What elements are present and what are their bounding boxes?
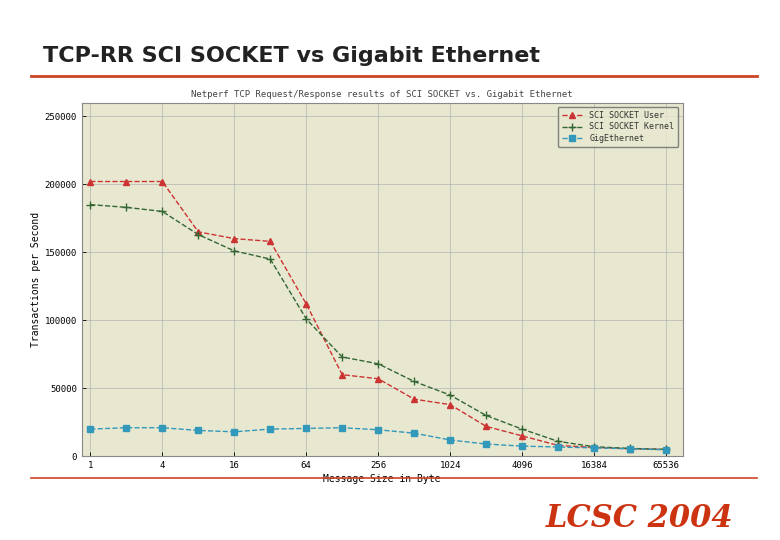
SCI SOCKET User <box>445 401 455 408</box>
SCI SOCKET Kernel <box>229 248 239 254</box>
Line: SCI SOCKET User: SCI SOCKET User <box>87 179 668 453</box>
SCI SOCKET User <box>590 444 599 451</box>
SCI SOCKET User <box>481 423 491 430</box>
GigEthernet <box>338 424 347 431</box>
SCI SOCKET User <box>554 442 563 449</box>
Line: GigEthernet: GigEthernet <box>87 425 668 453</box>
SCI SOCKET User <box>158 178 167 185</box>
SCI SOCKET Kernel <box>410 378 419 384</box>
GigEthernet <box>122 424 131 431</box>
X-axis label: Message Size in Byte: Message Size in Byte <box>324 474 441 484</box>
GigEthernet <box>481 441 491 447</box>
SCI SOCKET User <box>265 238 275 245</box>
SCI SOCKET Kernel <box>481 412 491 418</box>
SCI SOCKET Kernel <box>86 201 95 208</box>
SCI SOCKET Kernel <box>445 392 455 399</box>
SCI SOCKET Kernel <box>554 438 563 444</box>
SCI SOCKET User <box>302 301 311 307</box>
SCI SOCKET Kernel <box>122 204 131 211</box>
SCI SOCKET User <box>229 235 239 242</box>
SCI SOCKET User <box>661 446 671 453</box>
SCI SOCKET Kernel <box>265 256 275 262</box>
SCI SOCKET Kernel <box>158 208 167 215</box>
SCI SOCKET Kernel <box>193 231 203 238</box>
GigEthernet <box>229 429 239 435</box>
GigEthernet <box>302 425 311 431</box>
SCI SOCKET Kernel <box>661 446 671 453</box>
Legend: SCI SOCKET User, SCI SOCKET Kernel, GigEthernet: SCI SOCKET User, SCI SOCKET Kernel, GigE… <box>558 107 679 147</box>
GigEthernet <box>445 437 455 443</box>
Y-axis label: Transactions per Second: Transactions per Second <box>30 212 41 347</box>
Text: TCP-RR SCI SOCKET vs Gigabit Ethernet: TCP-RR SCI SOCKET vs Gigabit Ethernet <box>43 46 540 66</box>
Text: LCSC 2004: LCSC 2004 <box>546 503 733 535</box>
SCI SOCKET User <box>338 372 347 378</box>
SCI SOCKET User <box>193 228 203 235</box>
Title: Netperf TCP Request/Response results of SCI SOCKET vs. Gigabit Ethernet: Netperf TCP Request/Response results of … <box>191 90 573 99</box>
SCI SOCKET User <box>626 446 635 452</box>
GigEthernet <box>86 426 95 433</box>
SCI SOCKET Kernel <box>590 443 599 450</box>
SCI SOCKET User <box>517 433 526 439</box>
SCI SOCKET Kernel <box>338 354 347 360</box>
SCI SOCKET User <box>410 396 419 402</box>
SCI SOCKET Kernel <box>374 361 383 367</box>
GigEthernet <box>517 443 526 449</box>
SCI SOCKET Kernel <box>626 445 635 451</box>
SCI SOCKET User <box>122 178 131 185</box>
GigEthernet <box>158 424 167 431</box>
GigEthernet <box>626 446 635 452</box>
SCI SOCKET Kernel <box>302 316 311 322</box>
SCI SOCKET User <box>86 178 95 185</box>
GigEthernet <box>265 426 275 433</box>
SCI SOCKET Kernel <box>517 426 526 433</box>
SCI SOCKET User <box>374 375 383 382</box>
Line: SCI SOCKET Kernel: SCI SOCKET Kernel <box>86 200 670 454</box>
GigEthernet <box>193 427 203 434</box>
GigEthernet <box>410 430 419 436</box>
GigEthernet <box>590 444 599 451</box>
GigEthernet <box>374 427 383 433</box>
GigEthernet <box>661 447 671 453</box>
GigEthernet <box>554 444 563 450</box>
